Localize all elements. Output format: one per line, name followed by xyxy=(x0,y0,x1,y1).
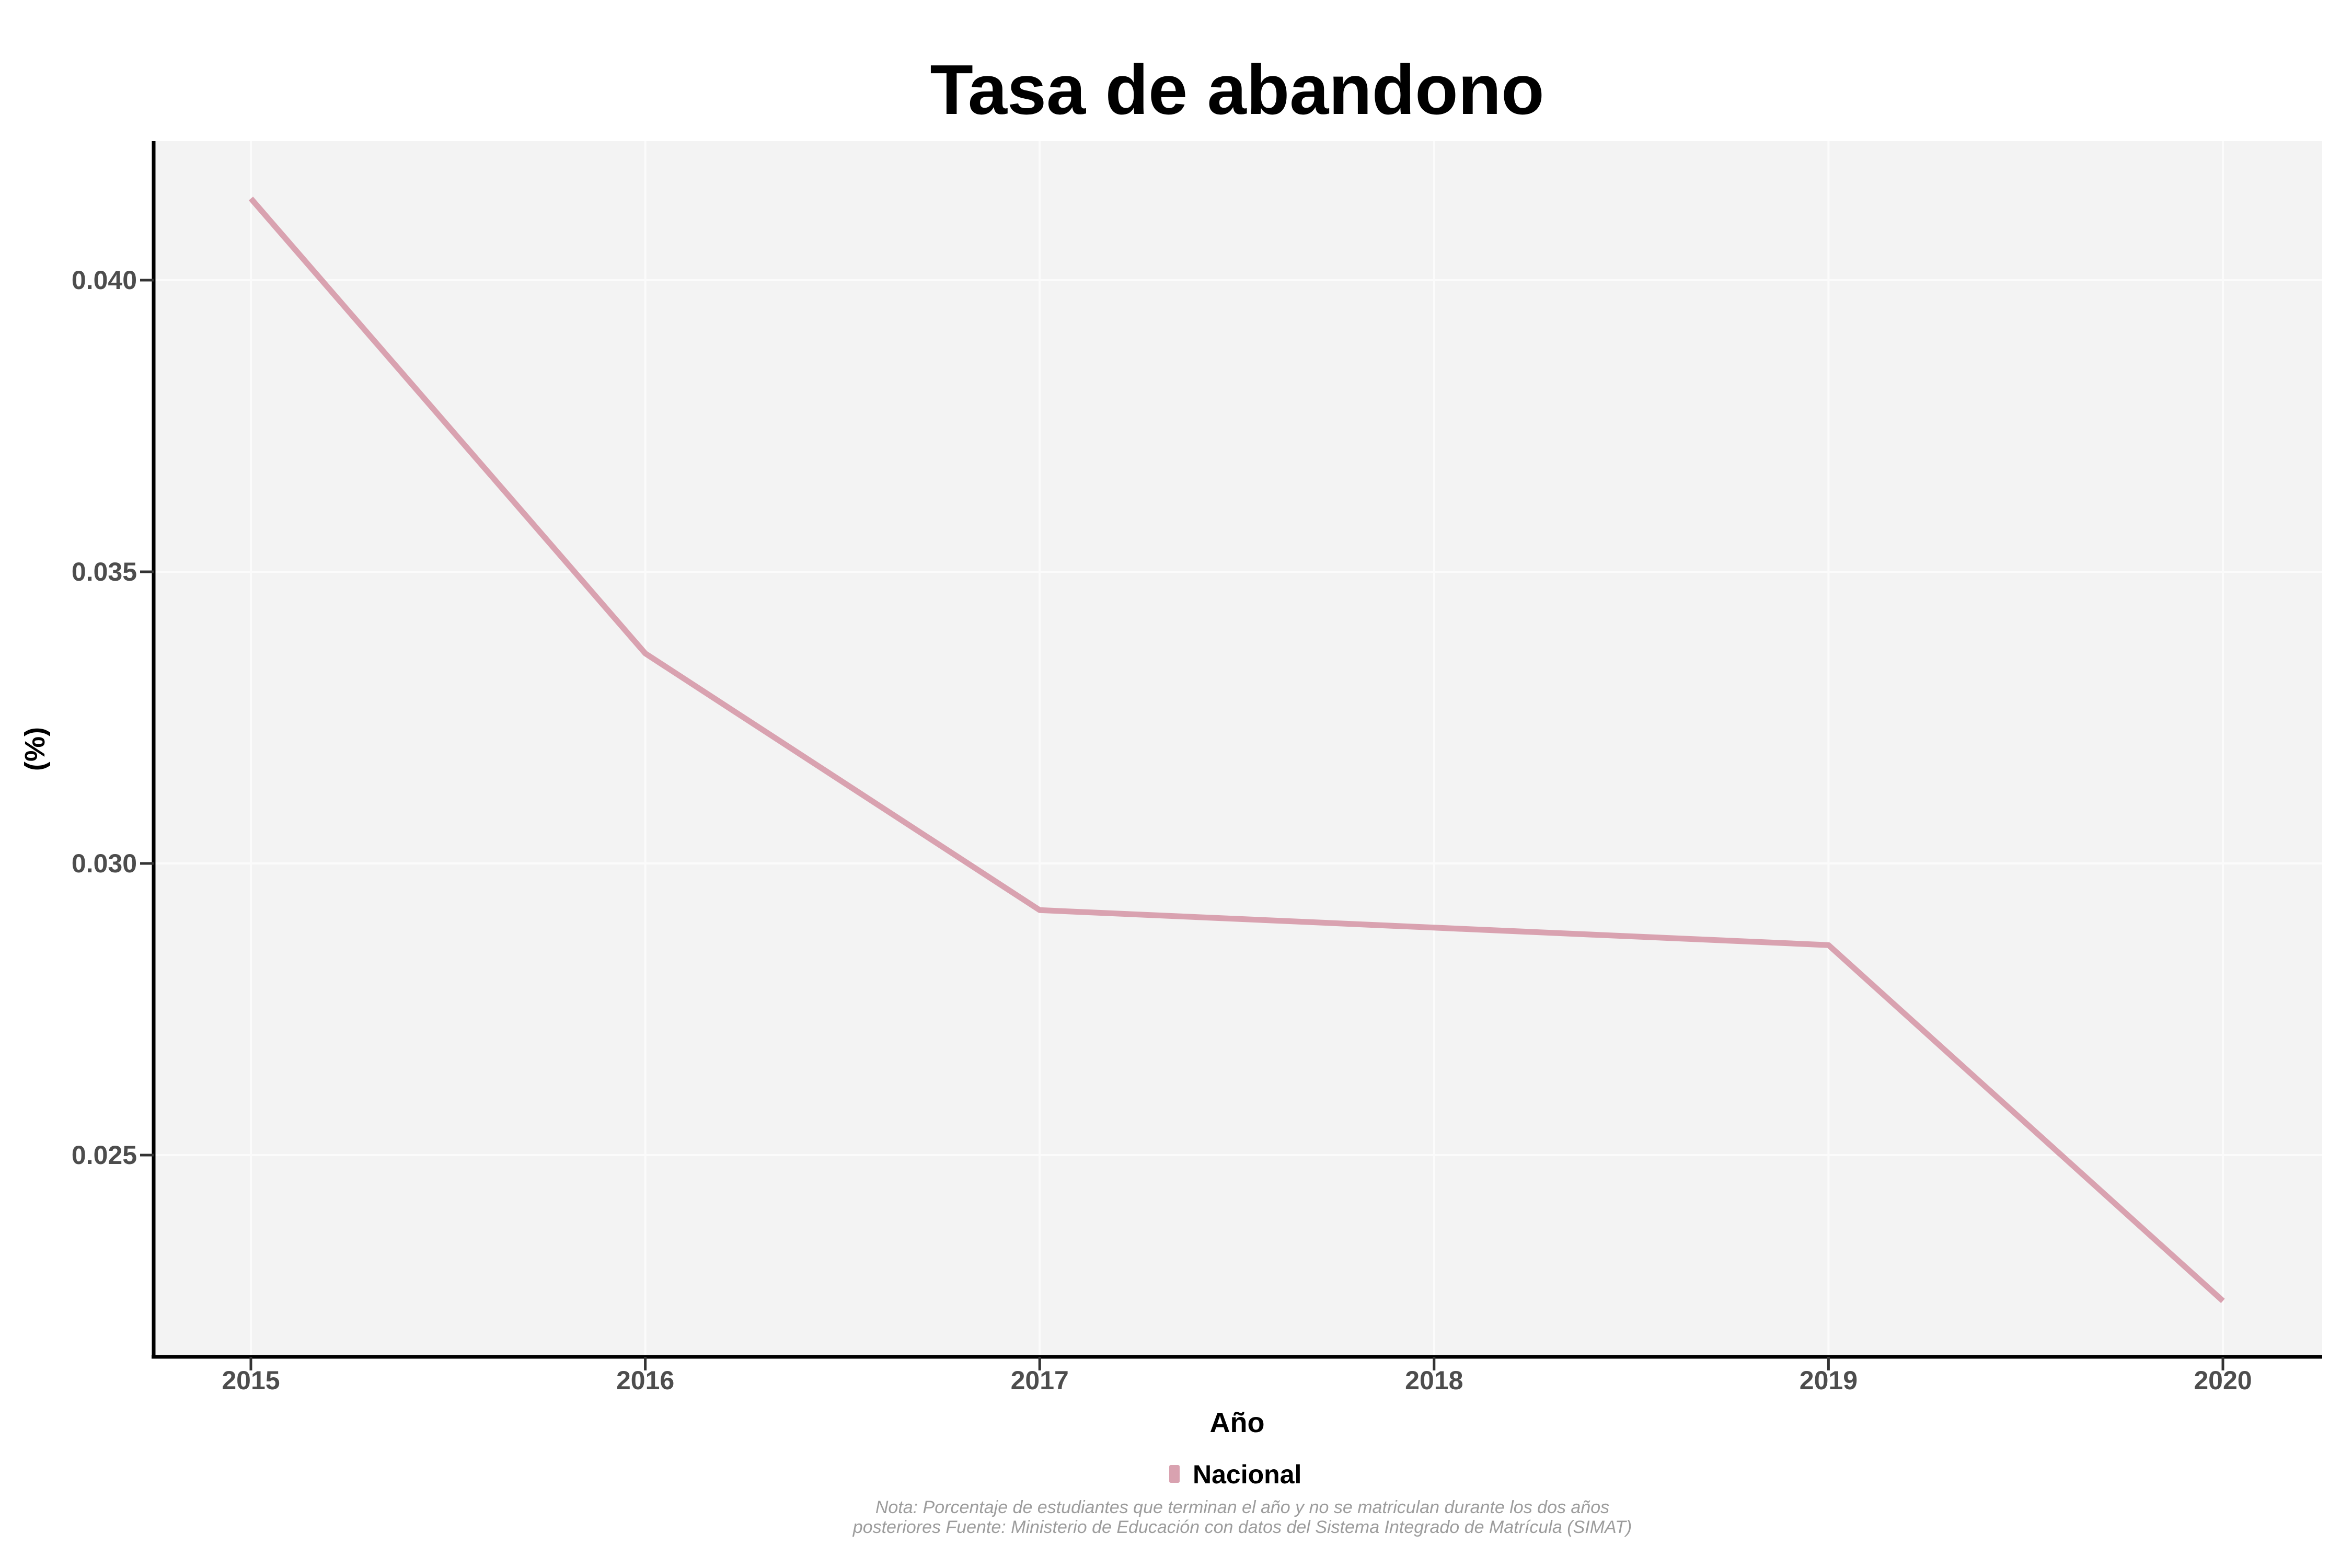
x-tick-label: 2019 xyxy=(1800,1366,1858,1395)
x-tick-label: 2016 xyxy=(616,1366,674,1395)
axis-tick-marks xyxy=(140,279,2224,1370)
plot-panel xyxy=(154,141,2322,1357)
y-tick-label: 0.035 xyxy=(72,557,137,586)
legend-label-nacional: Nacional xyxy=(1193,1460,1301,1489)
y-tick-label: 0.030 xyxy=(72,849,137,878)
y-tick-label: 0.025 xyxy=(72,1140,137,1170)
axis-tick-labels: 2015 2016 2017 2018 2019 2020 0.040 0.035 0.030 0… xyxy=(72,266,2252,1395)
series-nacional-line xyxy=(248,197,2225,1304)
x-tick-label: 2020 xyxy=(2194,1366,2252,1395)
x-tick-label: 2017 xyxy=(1011,1366,1069,1395)
caption-line-1: Nota: Porcentaje de estudiantes que term… xyxy=(875,1497,1609,1517)
x-axis-title: Año xyxy=(1210,1407,1265,1438)
x-tick-label: 2018 xyxy=(1405,1366,1463,1395)
legend: Nacional xyxy=(1169,1460,1301,1489)
x-tick-label: 2015 xyxy=(222,1366,280,1395)
y-tick-label: 0.040 xyxy=(72,266,137,295)
gridlines xyxy=(154,141,2322,1357)
legend-key-nacional xyxy=(1169,1465,1180,1483)
y-axis-title: (%) xyxy=(19,727,51,771)
chart-title: Tasa de abandono xyxy=(930,50,1544,129)
caption-line-2: posteriores Fuente: Ministerio de Educac… xyxy=(852,1517,1632,1537)
